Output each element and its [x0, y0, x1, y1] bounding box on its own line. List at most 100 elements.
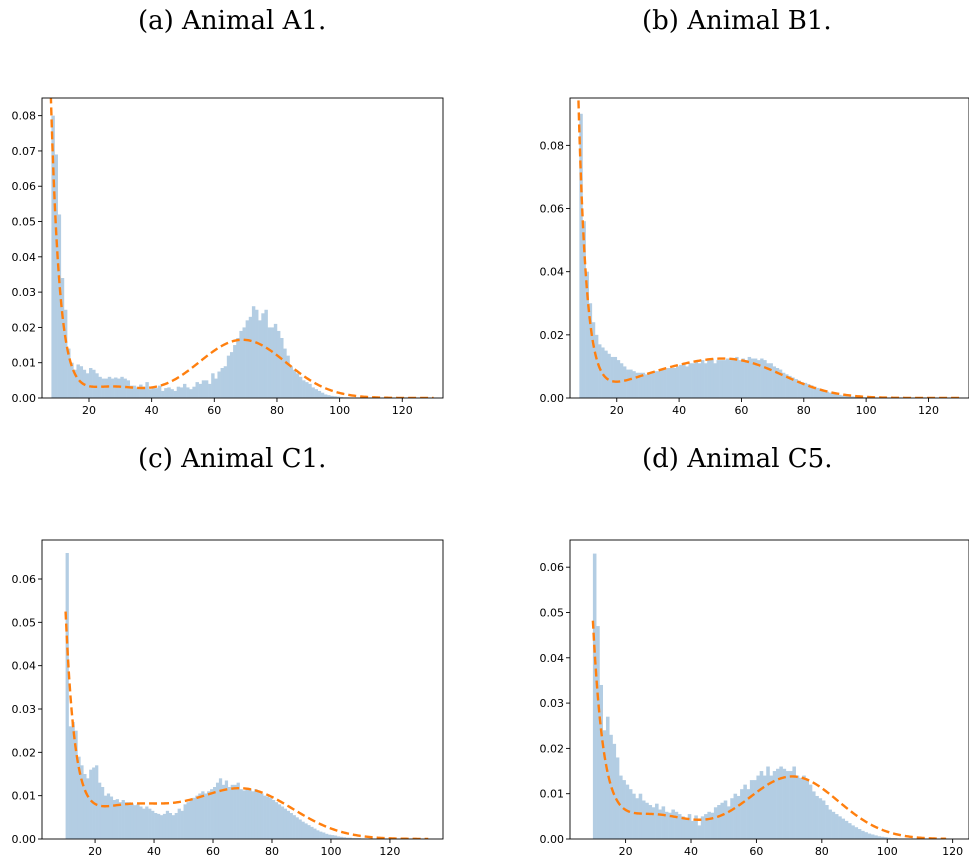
- histogram-bar: [794, 379, 798, 398]
- histogram-bar: [221, 784, 226, 839]
- histogram-bar: [644, 374, 649, 398]
- histogram-bar: [628, 789, 633, 839]
- histogram-bar: [223, 366, 228, 398]
- histogram-bar: [632, 793, 636, 839]
- histogram-bar: [651, 807, 656, 839]
- y-tick-label: 0.08: [12, 110, 37, 123]
- histogram-bar: [813, 386, 817, 398]
- histogram-bar: [220, 368, 225, 398]
- histogram-bar: [707, 811, 711, 839]
- x-tick-label: 120: [918, 404, 939, 417]
- histogram-bar: [236, 338, 240, 398]
- histogram-bar: [867, 833, 872, 839]
- histogram-bar: [831, 393, 836, 398]
- histogram-bar: [599, 684, 604, 839]
- histogram-bar: [239, 330, 243, 398]
- histogram-bar: [609, 734, 613, 839]
- histogram-bar: [658, 809, 662, 839]
- histogram-bar: [713, 363, 717, 398]
- histogram-bar: [776, 768, 780, 839]
- histogram-bar: [802, 775, 806, 839]
- histogram-bar: [263, 795, 267, 839]
- histogram-bar: [204, 380, 209, 398]
- histogram-bar: [810, 385, 814, 398]
- histogram-bar: [154, 813, 158, 839]
- histogram-bar: [769, 775, 774, 839]
- histogram-bar: [870, 834, 875, 839]
- histogram-bar: [189, 389, 193, 398]
- y-tick-label: 0.06: [540, 203, 565, 216]
- x-tick-label: 120: [379, 845, 400, 858]
- histogram-bar: [728, 360, 733, 398]
- y-tick-label: 0.01: [12, 790, 37, 803]
- histogram-bar: [266, 796, 270, 839]
- y-tick-label: 0.03: [540, 697, 565, 710]
- histogram-bar: [626, 369, 630, 398]
- histogram-bar: [86, 778, 90, 839]
- histogram-bar: [302, 380, 306, 398]
- histogram-bar: [655, 803, 659, 839]
- histogram-bar: [719, 360, 724, 398]
- histogram-bar: [844, 820, 849, 839]
- histogram-bar: [112, 800, 117, 839]
- histogram-bar: [103, 795, 108, 839]
- histogram-bar: [831, 811, 836, 839]
- histogram-bar: [142, 808, 146, 839]
- histogram-bar: [215, 782, 220, 839]
- histogram-bar: [254, 789, 258, 839]
- y-tick-label: 0.02: [12, 746, 37, 759]
- histogram-bar: [257, 791, 261, 839]
- y-tick-label: 0.03: [12, 286, 37, 299]
- histogram-bar: [828, 809, 832, 839]
- histogram-bar: [277, 804, 282, 839]
- histogram-bar: [101, 378, 105, 398]
- histogram-bar: [98, 782, 102, 839]
- histogram-bar: [198, 383, 203, 398]
- histogram-bar: [821, 800, 826, 839]
- histogram-bar: [118, 802, 122, 839]
- histogram-bar: [151, 387, 156, 398]
- histogram-bar: [121, 800, 125, 839]
- x-tick-label: 60: [207, 404, 221, 417]
- histogram-bar: [330, 395, 334, 398]
- histogram-bar: [162, 813, 167, 839]
- histogram-bar: [588, 303, 593, 398]
- histogram-bar: [582, 221, 586, 398]
- histogram-bar: [594, 334, 599, 398]
- histogram-bar: [289, 813, 293, 839]
- histogram-bar: [687, 814, 692, 839]
- histogram-bar: [85, 373, 90, 398]
- histogram-bar: [681, 816, 685, 839]
- histogram-bar: [598, 344, 602, 398]
- x-tick-label: 40: [145, 404, 159, 417]
- axes-frame: [569, 97, 969, 399]
- x-tick-label: 100: [320, 845, 341, 858]
- histogram-bar: [641, 800, 646, 839]
- histogram-bar: [261, 313, 265, 398]
- histogram-bar: [654, 371, 658, 398]
- histogram-bar: [772, 366, 777, 398]
- histogram-bar: [280, 338, 284, 398]
- histogram-bar: [260, 793, 264, 839]
- histogram-bar: [168, 813, 173, 839]
- histogram-bar: [148, 808, 152, 839]
- histogram-bar: [641, 372, 646, 398]
- histogram-bar: [100, 787, 105, 839]
- histogram-bar: [164, 388, 168, 398]
- histogram-bars: [592, 553, 947, 839]
- histogram-bar: [675, 366, 680, 398]
- histogram-bar: [828, 392, 833, 398]
- histogram-bar: [669, 368, 674, 398]
- histogram-bar: [307, 825, 311, 839]
- x-tick-label: 120: [392, 404, 413, 417]
- histogram-bar: [679, 364, 683, 398]
- histogram-bar: [647, 372, 652, 398]
- histogram-bar: [596, 626, 600, 839]
- histogram-bar: [73, 369, 77, 398]
- histogram-bar: [207, 791, 211, 839]
- histogram-bar: [322, 832, 326, 839]
- x-tick-label: 100: [856, 404, 877, 417]
- histogram-bar: [129, 385, 134, 398]
- histogram-bar: [743, 784, 747, 839]
- histogram-bar: [173, 390, 178, 398]
